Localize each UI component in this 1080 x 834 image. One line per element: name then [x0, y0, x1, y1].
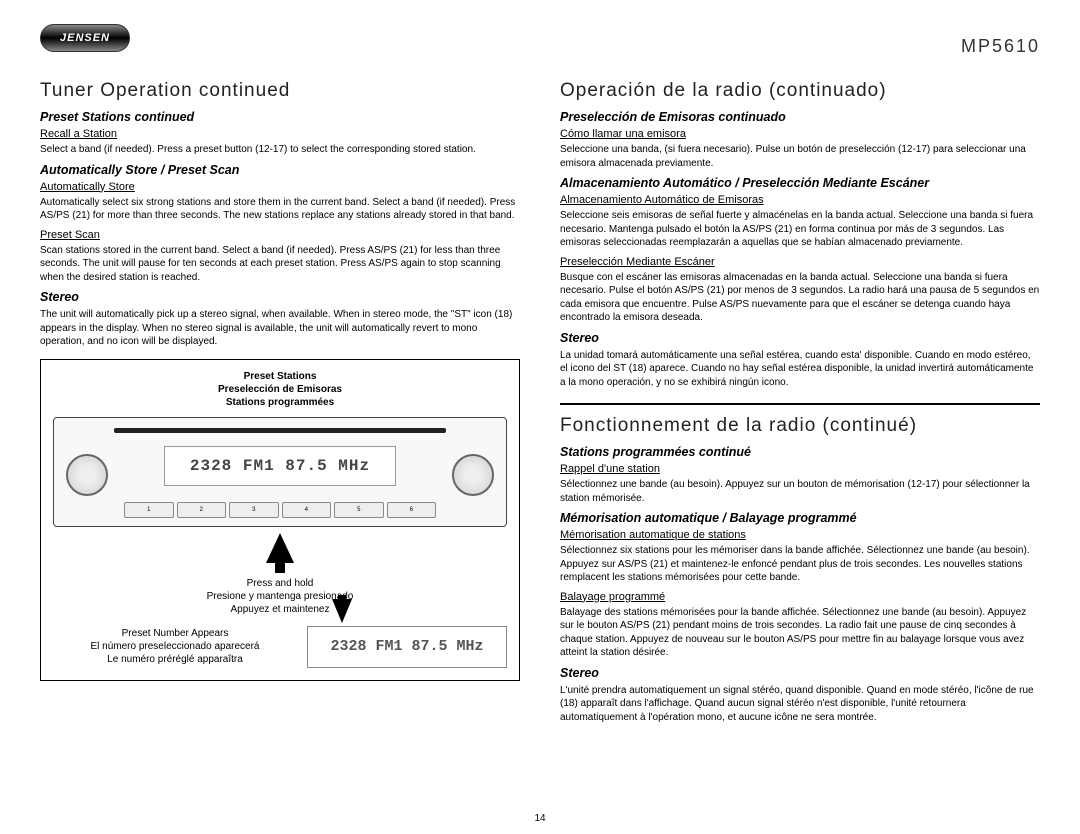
- radio-lcd-display: 2328 FM1 87.5 MHz: [164, 446, 396, 486]
- body-recall: Select a band (if needed). Press a prese…: [40, 143, 520, 157]
- body-memo-auto: Sélectionnez six stations pour les mémor…: [560, 544, 1040, 585]
- cd-slot: [114, 428, 446, 433]
- preset-button: 5: [334, 502, 384, 518]
- arrow-up-icon: [53, 533, 507, 573]
- subheading-llamar: Cómo llamar una emisora: [560, 128, 1040, 140]
- mini-lcd-display: 2328 FM1 87.5 MHz: [307, 626, 507, 668]
- left-column: Tuner Operation continued Preset Station…: [40, 30, 520, 730]
- subheading-memo-auto: Mémorisation automatique de stations: [560, 529, 1040, 541]
- section-title-en: Tuner Operation continued: [40, 80, 520, 102]
- heading-preset-stations: Preset Stations continued: [40, 110, 520, 124]
- body-stereo-fr: L'unité prendra automatiquement un signa…: [560, 684, 1040, 725]
- heading-stereo-fr: Stereo: [560, 666, 1040, 680]
- press-hold-caption: Press and hold Presione y mantenga presi…: [53, 577, 507, 616]
- preset-button: 2: [177, 502, 227, 518]
- diagram-bottom-row: Preset Number Appears El número preselec…: [53, 626, 507, 668]
- heading-stereo-es: Stereo: [560, 331, 1040, 345]
- body-stereo-en: The unit will automatically pick up a st…: [40, 308, 520, 349]
- body-preset-scan: Scan stations stored in the current band…: [40, 244, 520, 285]
- body-rappel: Sélectionnez une bande (au besoin). Appu…: [560, 478, 1040, 505]
- radio-faceplate: 2328 FM1 87.5 MHz 1 2 3 4 5 6: [53, 417, 507, 527]
- section-title-es: Operación de la radio (continuado): [560, 80, 1040, 102]
- volume-knob-icon: [66, 454, 108, 496]
- model-number: MP5610: [961, 36, 1040, 57]
- subheading-escaner: Preselección Mediante Escáner: [560, 256, 1040, 268]
- heading-stations-fr: Stations programmées continué: [560, 445, 1040, 459]
- diagram-label-en: Preset Stations: [53, 370, 507, 383]
- body-auto-store: Automatically select six strong stations…: [40, 196, 520, 223]
- preset-button: 6: [387, 502, 437, 518]
- subheading-rappel: Rappel d'une station: [560, 463, 1040, 475]
- heading-preseleccion: Preselección de Emisoras continuado: [560, 110, 1040, 124]
- diagram-label-es: Preselección de Emisoras: [53, 383, 507, 396]
- diagram-container: Preset Stations Preselección de Emisoras…: [40, 359, 520, 681]
- subheading-preset-scan: Preset Scan: [40, 229, 520, 241]
- body-llamar: Seleccione una banda, (si fuera necesari…: [560, 143, 1040, 170]
- tune-knob-icon: [452, 454, 494, 496]
- subheading-auto-store: Automatically Store: [40, 181, 520, 193]
- preset-button: 3: [229, 502, 279, 518]
- right-column: Operación de la radio (continuado) Prese…: [560, 30, 1040, 730]
- body-balayage: Balayage des stations mémorisées pour la…: [560, 606, 1040, 660]
- page-number: 14: [534, 813, 545, 824]
- preset-fr: Le numéro préréglé apparaîtra: [53, 653, 297, 666]
- body-stereo-es: La unidad tomará automáticamente una señ…: [560, 349, 1040, 390]
- logo-badge: JENSEN: [40, 24, 130, 52]
- body-escaner: Busque con el escáner las emisoras almac…: [560, 271, 1040, 325]
- press-es: Presione y mantenga presionado: [53, 590, 507, 603]
- press-en: Press and hold: [53, 577, 507, 590]
- preset-en: Preset Number Appears: [53, 627, 297, 640]
- subheading-auto-es: Almacenamiento Automático de Emisoras: [560, 194, 1040, 206]
- body-auto-es: Seleccione seis emisoras de señal fuerte…: [560, 209, 1040, 250]
- preset-button: 1: [124, 502, 174, 518]
- preset-es: El número preseleccionado aparecerá: [53, 640, 297, 653]
- diagram-title-block: Preset Stations Preselección de Emisoras…: [53, 370, 507, 409]
- mini-display-text: 2328 FM1 87.5 MHz: [330, 638, 483, 655]
- heading-memorisation: Mémorisation automatique / Balayage prog…: [560, 511, 1040, 525]
- section-title-fr: Fonctionnement de la radio (continué): [560, 415, 1040, 437]
- heading-stereo-en: Stereo: [40, 290, 520, 304]
- heading-almacenamiento: Almacenamiento Automático / Preselección…: [560, 176, 1040, 190]
- diagram-label-fr: Stations programmées: [53, 396, 507, 409]
- press-fr: Appuyez et maintenez: [53, 603, 507, 616]
- preset-appears-caption: Preset Number Appears El número preselec…: [53, 627, 297, 666]
- brand-logo: JENSEN: [40, 24, 130, 52]
- arrow-down-icon: [332, 599, 352, 623]
- section-divider: [560, 403, 1040, 405]
- preset-button-row: 1 2 3 4 5 6: [124, 502, 436, 518]
- preset-button: 4: [282, 502, 332, 518]
- subheading-recall: Recall a Station: [40, 128, 520, 140]
- heading-auto-store: Automatically Store / Preset Scan: [40, 163, 520, 177]
- subheading-balayage: Balayage programmé: [560, 591, 1040, 603]
